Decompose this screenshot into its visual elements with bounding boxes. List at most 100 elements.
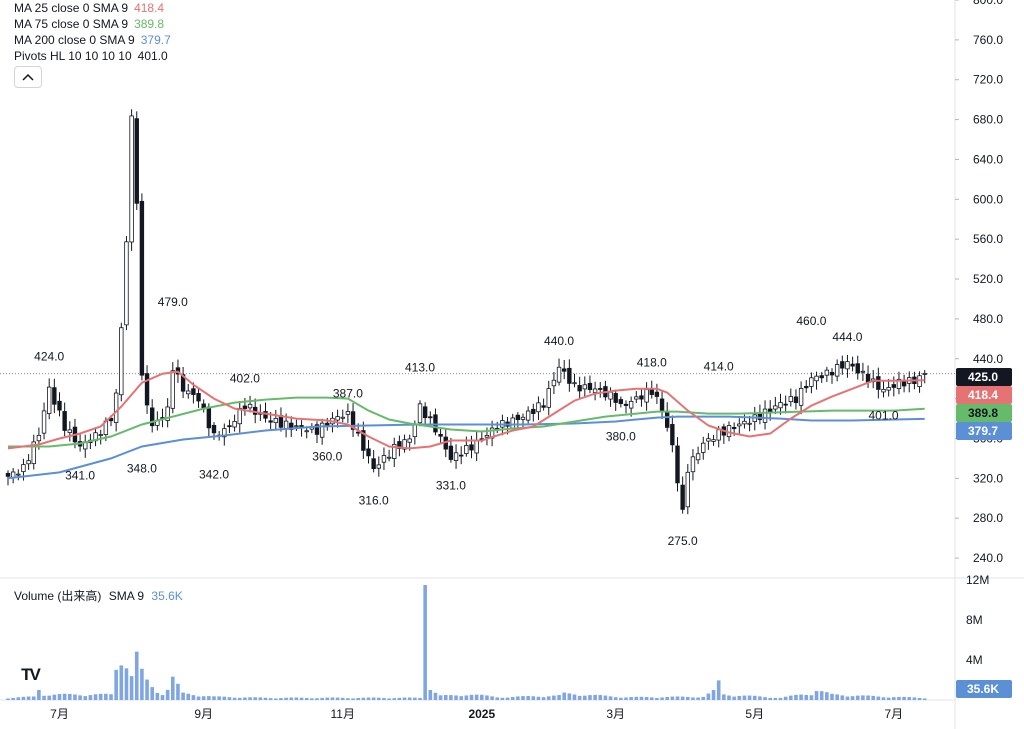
volume-bar bbox=[73, 694, 77, 700]
candle-body bbox=[129, 115, 134, 243]
candle-body bbox=[237, 408, 242, 425]
volume-bar bbox=[552, 695, 556, 700]
pivot-label: 418.0 bbox=[637, 356, 667, 370]
volume-bar bbox=[912, 697, 917, 700]
candle-body bbox=[680, 484, 685, 510]
candle-body bbox=[556, 366, 562, 383]
pivot-label: 331.0 bbox=[436, 478, 466, 492]
volume-bar bbox=[155, 692, 160, 700]
volume-bar bbox=[572, 694, 577, 700]
candle-body bbox=[376, 464, 381, 469]
volume-bar bbox=[510, 696, 515, 700]
candle-body bbox=[232, 421, 237, 428]
candle-body bbox=[525, 410, 531, 421]
candle-body bbox=[392, 444, 397, 459]
candle-body bbox=[731, 427, 737, 430]
candle-body bbox=[428, 416, 433, 419]
volume-bar bbox=[26, 696, 31, 700]
volume-bar bbox=[644, 696, 649, 700]
candle-body bbox=[804, 385, 809, 389]
legend-pivots[interactable]: Pivots HL 10 10 10 10 401.0 bbox=[14, 48, 168, 64]
legend-ma75[interactable]: MA 75 close 0 SMA 9 389.8 bbox=[14, 16, 164, 32]
candle-body bbox=[371, 458, 376, 470]
legend-ma200[interactable]: MA 200 close 0 SMA 9 379.7 bbox=[14, 32, 171, 48]
price-tick-label: 520.0 bbox=[973, 272, 1003, 286]
candle-body bbox=[366, 448, 371, 457]
volume-bar bbox=[217, 696, 221, 700]
candle-body bbox=[242, 405, 248, 409]
collapse-legend-button[interactable] bbox=[14, 66, 42, 88]
volume-bar bbox=[42, 695, 46, 700]
volume-bar bbox=[150, 687, 154, 700]
time-axis-label: 5月 bbox=[745, 707, 764, 721]
volume-bar bbox=[464, 695, 469, 700]
candle-body bbox=[706, 438, 711, 442]
volume-bar bbox=[897, 696, 901, 700]
ma75-line bbox=[8, 396, 925, 448]
candle-body bbox=[840, 361, 845, 369]
volume-bar bbox=[248, 697, 252, 700]
legend-pivots-value: 401.0 bbox=[137, 49, 168, 63]
volume-bar bbox=[449, 695, 453, 700]
volume-bar bbox=[665, 696, 669, 700]
candle-body bbox=[613, 393, 618, 403]
candle-body bbox=[793, 396, 799, 404]
candle-body bbox=[386, 456, 392, 459]
candle-body bbox=[716, 429, 721, 441]
legend-ma25[interactable]: MA 25 close 0 SMA 9 418.4 bbox=[14, 0, 164, 16]
price-badge bbox=[956, 422, 1012, 440]
tradingview-logo-icon[interactable]: TV bbox=[12, 660, 48, 690]
time-axis-label: 11月 bbox=[331, 707, 355, 721]
volume-bar bbox=[758, 696, 762, 700]
candle-body bbox=[798, 388, 804, 406]
legend-ma25-value: 418.4 bbox=[134, 1, 165, 15]
volume-bar bbox=[459, 696, 463, 700]
candle-body bbox=[695, 453, 701, 461]
price-tick-label: 720.0 bbox=[973, 73, 1003, 87]
volume-bar bbox=[593, 694, 597, 700]
volume-tick-label: 12M bbox=[966, 573, 989, 587]
candle-body bbox=[639, 395, 644, 400]
volume-bar bbox=[392, 698, 397, 700]
candle-body bbox=[860, 370, 866, 373]
candle-body bbox=[809, 377, 814, 387]
candle-body bbox=[206, 406, 212, 429]
candle-body bbox=[572, 382, 577, 385]
candle-body bbox=[180, 374, 186, 392]
volume-bar bbox=[62, 693, 67, 700]
volume-legend[interactable]: Volume (出来高) SMA 9 35.6K bbox=[14, 587, 183, 604]
volume-bar bbox=[93, 694, 98, 700]
candle-body bbox=[881, 388, 886, 393]
volume-bar bbox=[892, 697, 896, 700]
volume-bar bbox=[310, 698, 314, 700]
candle-body bbox=[567, 367, 572, 384]
volume-bar bbox=[701, 696, 706, 700]
candle-body bbox=[412, 423, 418, 438]
volume-bar bbox=[876, 696, 881, 700]
volume-bar bbox=[861, 695, 865, 700]
volume-bar bbox=[171, 676, 175, 700]
volume-bar bbox=[134, 651, 139, 700]
volume-bar bbox=[212, 696, 216, 700]
volume-bar bbox=[716, 680, 721, 700]
volume-bar bbox=[124, 668, 129, 700]
volume-bar bbox=[253, 697, 257, 700]
pivot-label: 424.0 bbox=[34, 350, 64, 364]
candle-body bbox=[886, 387, 891, 391]
candle-body bbox=[170, 370, 175, 409]
candle-body bbox=[737, 423, 742, 427]
candle-body bbox=[531, 408, 536, 414]
legend-ma75-value: 389.8 bbox=[134, 17, 165, 31]
volume-bar bbox=[201, 696, 206, 700]
candle-body bbox=[417, 403, 423, 424]
volume-bar bbox=[480, 694, 484, 700]
candle-body bbox=[819, 375, 824, 379]
volume-bar bbox=[516, 696, 520, 700]
pivot-label: 401.0 bbox=[868, 409, 898, 423]
volume-bar bbox=[763, 697, 767, 700]
volume-bar bbox=[737, 695, 742, 700]
pivot-label: 414.0 bbox=[704, 360, 734, 374]
pivot-label: 275.0 bbox=[668, 534, 698, 548]
volume-bar bbox=[629, 697, 633, 700]
